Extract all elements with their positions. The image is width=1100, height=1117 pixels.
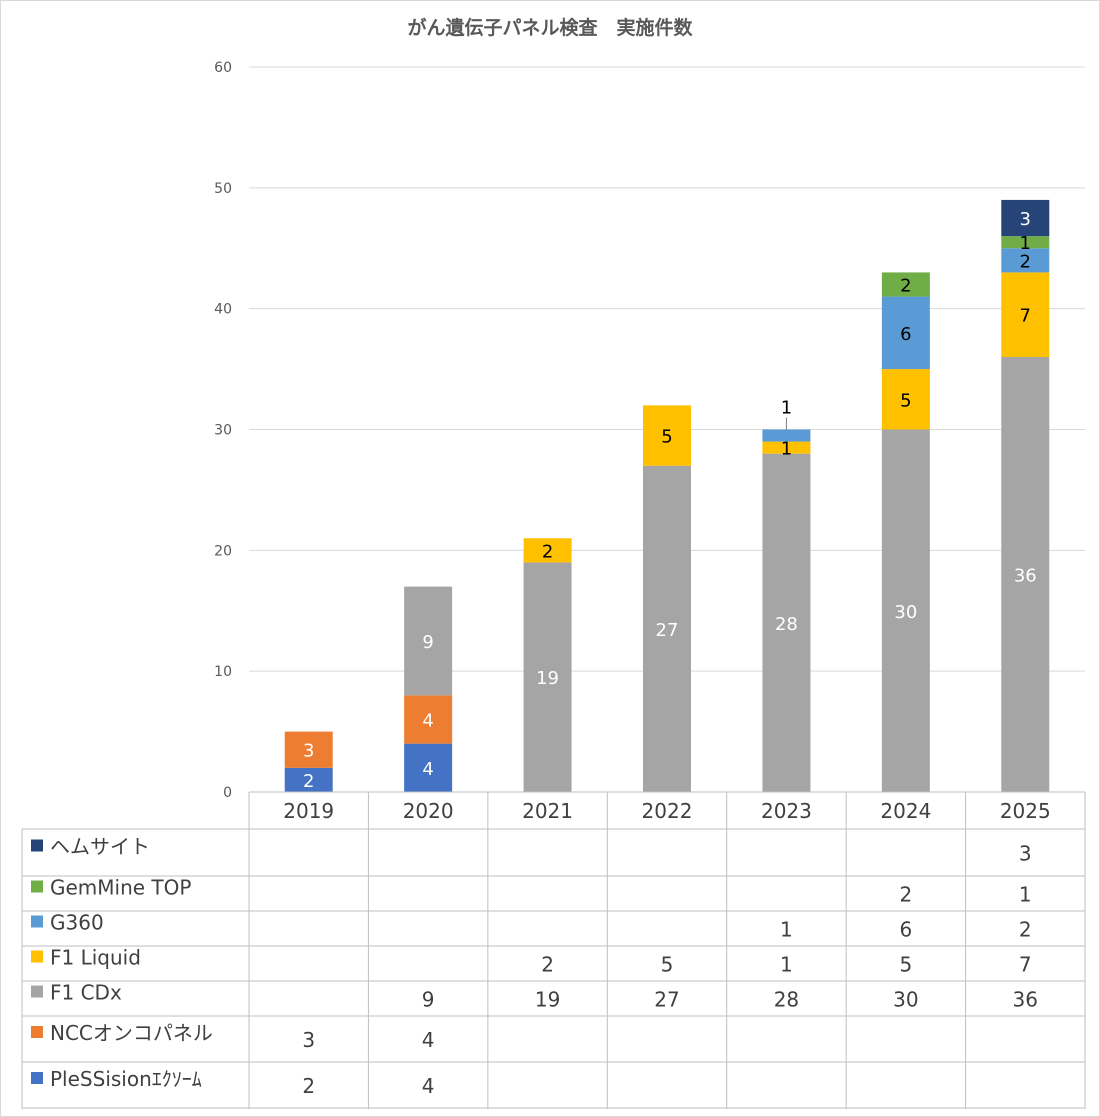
data-label: 5 [661, 427, 672, 448]
bar-segment [1001, 272, 1050, 357]
y-tick-label: 30 [214, 423, 232, 439]
data-label: 19 [536, 668, 559, 689]
table-cell-value: 7 [1019, 953, 1032, 977]
table-cell-value: 19 [535, 988, 560, 1012]
table-cell-value: 2 [899, 883, 912, 907]
bar-segment [284, 767, 333, 792]
table-cell-value: 4 [422, 1028, 435, 1052]
category-label: 2022 [642, 799, 693, 823]
legend-label: PleSSisionｴｸｿｰﾑ [50, 1067, 202, 1091]
category-label: 2025 [1000, 799, 1051, 823]
bar-segment [881, 272, 930, 297]
table-cell-value: 9 [422, 988, 435, 1012]
data-label: 2 [542, 541, 553, 562]
data-label: 27 [656, 620, 679, 641]
bar-segment [643, 405, 691, 466]
bar-segment [881, 369, 930, 430]
legend-swatch [31, 985, 43, 998]
table-cell-value: 1 [780, 918, 793, 942]
table-cell-value: 5 [661, 953, 674, 977]
y-tick-label: 0 [223, 785, 232, 801]
data-label: 4 [422, 711, 433, 732]
bar-segment [523, 538, 572, 563]
category-label: 2020 [403, 799, 454, 823]
chart-title: がん遺伝子パネル検査 実施件数 [407, 16, 693, 39]
data-label: 1 [781, 398, 792, 419]
table-cell-value: 28 [774, 988, 799, 1012]
legend-label: F1 CDx [50, 981, 122, 1005]
data-label: 6 [900, 324, 911, 345]
table-cell-value: 3 [1019, 842, 1032, 866]
legend-swatch [31, 1072, 43, 1084]
table-cell-value: 1 [780, 953, 793, 977]
bar-segment [643, 465, 691, 792]
y-tick-label: 60 [214, 60, 232, 76]
data-label: 9 [422, 632, 433, 653]
table-cell-value: 27 [654, 988, 679, 1012]
data-label: 7 [1020, 306, 1031, 327]
legend-label: G360 [50, 911, 104, 935]
data-label: 4 [422, 759, 433, 780]
bar-segment [762, 429, 811, 442]
table-cell-value: 6 [899, 918, 912, 942]
bar-segment [762, 441, 811, 454]
table-cell-value: 5 [899, 953, 912, 977]
legend-swatch [31, 1026, 43, 1038]
legend-label: GemMine TOP [50, 876, 191, 900]
bar-segment [1001, 357, 1050, 792]
legend-swatch [31, 915, 43, 928]
data-label: 2 [900, 276, 911, 297]
table-cell-value: 3 [302, 1028, 315, 1052]
legend-label: NCCオンコパネル [50, 1021, 213, 1045]
data-table: 2019 2020 2021 2022 2023 2024 2025 ヘムサイト 3 GemMin… [21, 791, 1086, 1109]
bar-segment [404, 586, 453, 696]
bar-segment [404, 695, 453, 744]
bar-segment [1001, 236, 1050, 249]
data-label: 36 [1014, 566, 1037, 587]
category-label: 2024 [880, 799, 931, 823]
data-label: 28 [775, 614, 798, 635]
bar-segment [881, 429, 930, 792]
category-label: 2021 [522, 799, 573, 823]
legend-label: ヘムサイト [50, 835, 150, 859]
data-label: 5 [900, 390, 911, 411]
table-cell-value: 4 [422, 1074, 435, 1098]
legend-swatch [31, 950, 43, 963]
table-cell-value: 2 [302, 1074, 315, 1098]
legend-label: F1 Liquid [50, 946, 141, 970]
data-label: 3 [1020, 209, 1031, 230]
table-cell-value: 2 [541, 953, 554, 977]
y-tick-label: 20 [214, 543, 232, 559]
bar-segment [1001, 248, 1050, 273]
legend-swatch [31, 880, 43, 893]
data-label: 2 [1020, 251, 1031, 272]
data-label: 1 [1020, 233, 1031, 254]
bar-segment [1001, 199, 1050, 237]
bar-segment [523, 562, 572, 792]
category-label: 2023 [761, 799, 812, 823]
bar-segment [404, 743, 453, 792]
table-cell-value: 30 [893, 988, 918, 1012]
y-tick-label: 10 [214, 664, 232, 680]
data-label: 1 [781, 439, 792, 460]
data-label: 30 [894, 602, 917, 623]
bar-segment [762, 453, 811, 792]
table-cell-value: 2 [1019, 918, 1032, 942]
data-label: 3 [303, 741, 314, 762]
category-label: 2019 [283, 799, 334, 823]
data-label: 2 [303, 771, 314, 792]
table-cell-value: 1 [1019, 883, 1032, 907]
y-tick-label: 50 [214, 181, 232, 197]
bar-segment [881, 296, 930, 370]
legend-swatch [31, 839, 43, 852]
table-cell-value: 36 [1013, 988, 1038, 1012]
bar-segment [284, 731, 333, 768]
y-tick-label: 40 [214, 302, 232, 318]
